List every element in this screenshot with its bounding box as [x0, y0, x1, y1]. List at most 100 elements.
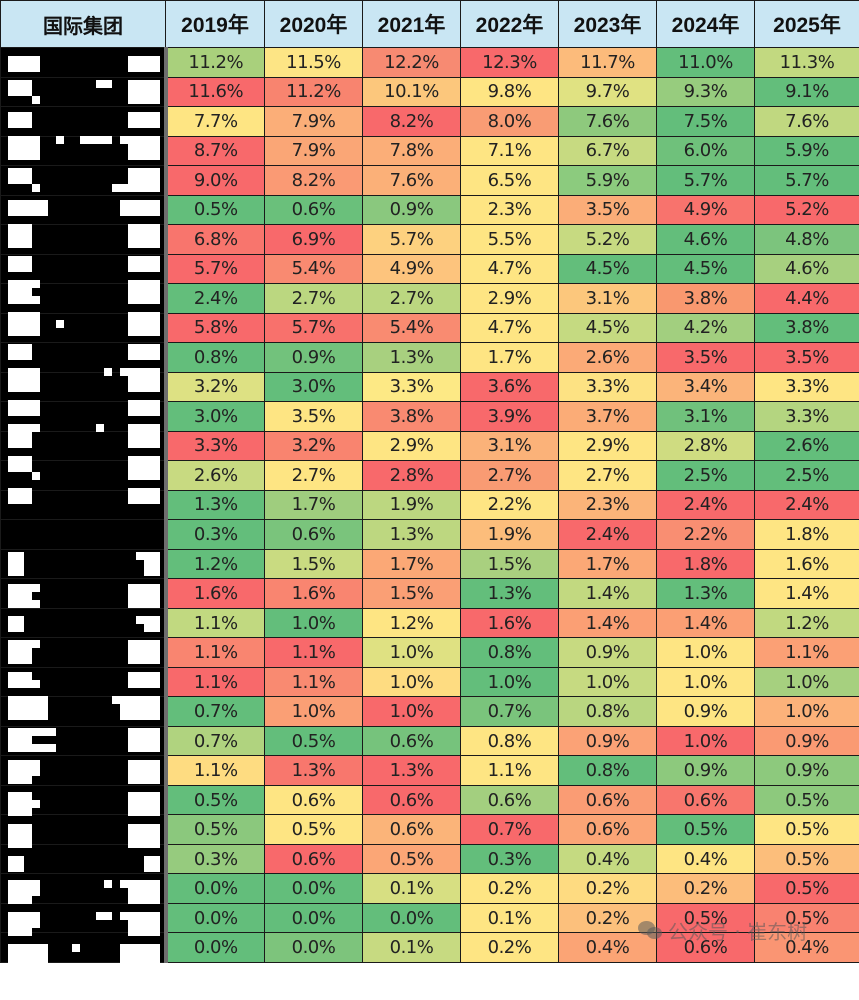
table-row: 0.0%0.0%0.1%0.2%0.4%0.6%0.4% — [1, 933, 859, 963]
share-value-cell: 1.4% — [657, 608, 755, 638]
share-value-cell: 2.9% — [559, 431, 657, 461]
column-header-year: 2021年 — [363, 1, 461, 48]
redacted-group-name-cell — [1, 313, 166, 343]
share-value-cell: 7.7% — [166, 107, 265, 137]
redacted-group-name-cell — [1, 697, 166, 727]
share-value-cell: 0.2% — [461, 874, 559, 904]
redacted-group-name-cell — [1, 402, 166, 432]
share-value-cell: 3.1% — [657, 402, 755, 432]
share-value-cell: 1.0% — [657, 726, 755, 756]
table-row: 0.3%0.6%0.5%0.3%0.4%0.4%0.5% — [1, 844, 859, 874]
share-value-cell: 0.3% — [461, 844, 559, 874]
share-value-cell: 3.7% — [559, 402, 657, 432]
share-value-cell: 0.6% — [265, 785, 363, 815]
share-value-cell: 7.9% — [265, 136, 363, 166]
share-value-cell: 4.9% — [657, 195, 755, 225]
share-value-cell: 1.3% — [363, 520, 461, 550]
share-value-cell: 0.1% — [363, 933, 461, 963]
share-value-cell: 0.6% — [363, 815, 461, 845]
header-row: 国际集团 2019年 2020年 2021年 2022年 2023年 2024年… — [1, 1, 859, 48]
share-value-cell: 5.2% — [559, 225, 657, 255]
share-value-cell: 2.9% — [461, 284, 559, 314]
table-row: 5.8%5.7%5.4%4.7%4.5%4.2%3.8% — [1, 313, 859, 343]
share-value-cell: 0.2% — [559, 874, 657, 904]
share-value-cell: 1.0% — [363, 638, 461, 668]
share-value-cell: 0.4% — [559, 933, 657, 963]
share-value-cell: 2.5% — [755, 461, 859, 491]
share-value-cell: 1.0% — [461, 667, 559, 697]
redacted-group-name-cell — [1, 166, 166, 196]
redacted-group-name-cell — [1, 372, 166, 402]
share-value-cell: 11.6% — [166, 77, 265, 107]
redacted-group-name-cell — [1, 284, 166, 314]
redacted-group-name-cell — [1, 254, 166, 284]
share-value-cell: 1.0% — [755, 667, 859, 697]
redacted-group-name-cell — [1, 844, 166, 874]
share-value-cell: 0.2% — [559, 903, 657, 933]
share-value-cell: 1.1% — [755, 638, 859, 668]
share-value-cell: 0.6% — [363, 785, 461, 815]
share-value-cell: 0.5% — [657, 903, 755, 933]
table-row: 0.5%0.6%0.6%0.6%0.6%0.6%0.5% — [1, 785, 859, 815]
share-value-cell: 0.5% — [755, 815, 859, 845]
share-value-cell: 11.3% — [755, 48, 859, 78]
share-value-cell: 0.9% — [755, 756, 859, 786]
share-value-cell: 4.5% — [559, 313, 657, 343]
share-value-cell: 1.3% — [265, 756, 363, 786]
share-value-cell: 1.0% — [265, 608, 363, 638]
share-value-cell: 5.5% — [461, 225, 559, 255]
share-value-cell: 1.4% — [559, 608, 657, 638]
table-row: 2.4%2.7%2.7%2.9%3.1%3.8%4.4% — [1, 284, 859, 314]
share-value-cell: 0.6% — [265, 520, 363, 550]
share-value-cell: 8.0% — [461, 107, 559, 137]
redacted-group-name-cell — [1, 933, 166, 963]
share-value-cell: 0.0% — [265, 903, 363, 933]
share-value-cell: 5.7% — [363, 225, 461, 255]
column-header-year: 2019年 — [166, 1, 265, 48]
share-value-cell: 1.0% — [265, 697, 363, 727]
table-row: 11.2%11.5%12.2%12.3%11.7%11.0%11.3% — [1, 48, 859, 78]
share-value-cell: 10.1% — [363, 77, 461, 107]
share-value-cell: 0.5% — [166, 815, 265, 845]
share-value-cell: 7.6% — [559, 107, 657, 137]
share-value-cell: 1.2% — [166, 549, 265, 579]
table-body: 11.2%11.5%12.2%12.3%11.7%11.0%11.3%11.6%… — [1, 48, 859, 963]
share-value-cell: 8.7% — [166, 136, 265, 166]
share-value-cell: 0.4% — [755, 933, 859, 963]
share-value-cell: 1.1% — [166, 638, 265, 668]
share-value-cell: 6.5% — [461, 166, 559, 196]
share-value-cell: 4.8% — [755, 225, 859, 255]
share-value-cell: 2.5% — [657, 461, 755, 491]
table-row: 6.8%6.9%5.7%5.5%5.2%4.6%4.8% — [1, 225, 859, 255]
share-value-cell: 1.3% — [166, 490, 265, 520]
share-value-cell: 12.2% — [363, 48, 461, 78]
share-value-cell: 2.6% — [166, 461, 265, 491]
share-value-cell: 3.3% — [755, 372, 859, 402]
market-share-heatmap-table: 国际集团 2019年 2020年 2021年 2022年 2023年 2024年… — [0, 0, 859, 963]
share-value-cell: 1.6% — [755, 549, 859, 579]
share-value-cell: 0.9% — [755, 726, 859, 756]
share-value-cell: 2.3% — [461, 195, 559, 225]
share-value-cell: 8.2% — [265, 166, 363, 196]
share-value-cell: 2.4% — [657, 490, 755, 520]
redacted-group-name-cell — [1, 225, 166, 255]
share-value-cell: 1.6% — [265, 579, 363, 609]
redaction-block — [8, 976, 32, 1000]
table-row: 0.3%0.6%1.3%1.9%2.4%2.2%1.8% — [1, 520, 859, 550]
table-row: 0.7%1.0%1.0%0.7%0.8%0.9%1.0% — [1, 697, 859, 727]
redacted-group-name-cell — [1, 756, 166, 786]
share-value-cell: 0.8% — [461, 726, 559, 756]
share-value-cell: 9.8% — [461, 77, 559, 107]
share-value-cell: 0.6% — [363, 726, 461, 756]
table-row: 0.5%0.6%0.9%2.3%3.5%4.9%5.2% — [1, 195, 859, 225]
share-value-cell: 0.8% — [461, 638, 559, 668]
share-value-cell: 3.5% — [657, 343, 755, 373]
share-value-cell: 3.3% — [559, 372, 657, 402]
share-value-cell: 0.5% — [755, 785, 859, 815]
share-value-cell: 3.5% — [755, 343, 859, 373]
redacted-group-name-cell — [1, 77, 166, 107]
share-value-cell: 0.9% — [363, 195, 461, 225]
share-value-cell: 5.4% — [265, 254, 363, 284]
share-value-cell: 4.5% — [657, 254, 755, 284]
share-value-cell: 4.2% — [657, 313, 755, 343]
